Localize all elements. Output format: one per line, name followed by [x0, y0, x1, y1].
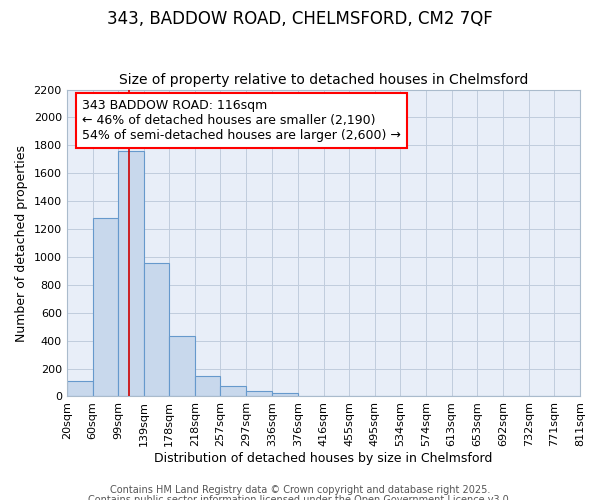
Bar — [169, 336, 195, 396]
Bar — [247, 391, 272, 396]
Bar — [67, 381, 92, 396]
Title: Size of property relative to detached houses in Chelmsford: Size of property relative to detached ho… — [119, 73, 528, 87]
Text: Contains HM Land Registry data © Crown copyright and database right 2025.: Contains HM Land Registry data © Crown c… — [110, 485, 490, 495]
Y-axis label: Number of detached properties: Number of detached properties — [15, 144, 28, 342]
Bar — [220, 386, 247, 396]
Text: 343 BADDOW ROAD: 116sqm
← 46% of detached houses are smaller (2,190)
54% of semi: 343 BADDOW ROAD: 116sqm ← 46% of detache… — [82, 99, 401, 142]
Bar — [144, 262, 169, 396]
Bar — [92, 218, 118, 396]
Bar — [272, 393, 298, 396]
Bar — [195, 376, 220, 396]
X-axis label: Distribution of detached houses by size in Chelmsford: Distribution of detached houses by size … — [154, 452, 493, 465]
Text: Contains public sector information licensed under the Open Government Licence v3: Contains public sector information licen… — [88, 495, 512, 500]
Bar — [118, 151, 144, 396]
Text: 343, BADDOW ROAD, CHELMSFORD, CM2 7QF: 343, BADDOW ROAD, CHELMSFORD, CM2 7QF — [107, 10, 493, 28]
